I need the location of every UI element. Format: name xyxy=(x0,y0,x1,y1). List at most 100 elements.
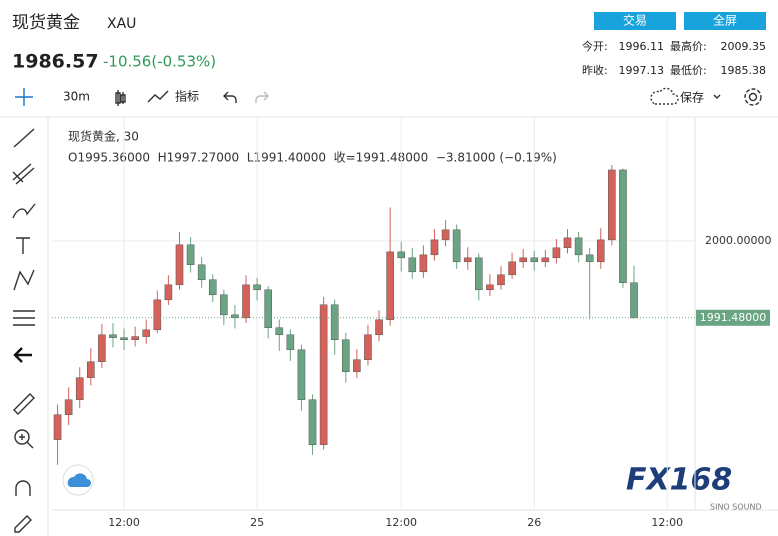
trade-button[interactable] xyxy=(594,12,676,30)
candle-body xyxy=(197,264,206,281)
candle-body xyxy=(364,334,372,360)
candle-body xyxy=(475,257,483,291)
change: -10.56(-0.53%) xyxy=(103,53,216,71)
candle-body xyxy=(142,329,151,337)
candle-body xyxy=(286,334,295,351)
save[interactable]: 保存 xyxy=(680,91,704,105)
logo-icon xyxy=(67,473,91,487)
candle-body xyxy=(441,229,450,241)
candle-body xyxy=(319,304,328,445)
candle-body xyxy=(608,169,616,241)
stat-label: 昨收: xyxy=(582,63,608,77)
candle-body xyxy=(585,254,594,263)
candle-body xyxy=(552,247,561,259)
tool-line[interactable] xyxy=(13,128,35,148)
stat-label: 最高价: xyxy=(670,39,707,53)
legend-ohlc: O1995.36000 H1997.27000 L1991.40000 收=19… xyxy=(68,151,557,165)
candle-body xyxy=(231,314,239,319)
price: 1986.57 xyxy=(12,51,99,73)
candle-body xyxy=(175,244,184,286)
tool-back[interactable] xyxy=(13,347,32,363)
candle-body xyxy=(596,239,605,263)
candle-body xyxy=(153,299,162,331)
redo-icon[interactable] xyxy=(255,91,269,103)
last-price-box xyxy=(696,309,770,326)
settings-icon-ring[interactable] xyxy=(744,88,762,106)
candle-body xyxy=(519,257,527,263)
watermark: FX168 xyxy=(626,463,732,498)
candle-body xyxy=(75,377,84,400)
settings-icon[interactable] xyxy=(748,92,758,102)
candle-body xyxy=(397,251,406,259)
candle-body xyxy=(419,254,428,273)
x-tick-label: 26 xyxy=(527,516,541,529)
undo-icon[interactable] xyxy=(223,91,237,103)
indicator-icon[interactable] xyxy=(147,90,169,103)
candle-body xyxy=(164,284,173,301)
candle-body xyxy=(452,229,461,263)
toolbar: 30m 指标 保存 xyxy=(15,87,762,106)
legend-name: 现货黄金, 30 xyxy=(68,129,139,144)
x-tick-label: 12:00 xyxy=(385,516,417,529)
stat-label: 最低价: xyxy=(670,64,707,77)
fullscreen-button[interactable] xyxy=(684,12,766,30)
stat-label: 今开: xyxy=(582,39,608,53)
cloud-icon[interactable] xyxy=(650,87,679,105)
candle-body xyxy=(64,399,73,415)
tool-pattern[interactable] xyxy=(13,269,35,291)
tool-zoom[interactable] xyxy=(14,429,30,445)
candle-icon[interactable] xyxy=(115,90,126,106)
candle-body xyxy=(53,414,62,440)
fullscreen-button-label[interactable]: 全屏 xyxy=(713,13,737,28)
candle-body xyxy=(353,359,361,372)
y-tick-label: 2000.00000 xyxy=(705,234,771,247)
stat-value: 1985.38 xyxy=(721,64,767,77)
tool-ruler[interactable] xyxy=(13,393,35,415)
candle-body xyxy=(308,399,317,445)
indicators[interactable]: 指标 xyxy=(175,89,199,104)
candle-body xyxy=(463,257,472,263)
stat-value: 1997.13 xyxy=(619,64,665,77)
candle-body xyxy=(186,244,195,266)
candle-body xyxy=(208,279,217,296)
candle-body xyxy=(131,336,139,340)
last-price-label: 1991.48000 xyxy=(700,311,766,324)
candle-body xyxy=(120,337,128,340)
tool-brush[interactable] xyxy=(12,203,36,219)
candle-body xyxy=(486,284,494,291)
candle-body xyxy=(330,304,339,340)
dropdown-icon[interactable] xyxy=(713,94,721,99)
candle-body xyxy=(574,237,583,256)
candle-body xyxy=(408,257,417,273)
candle-body xyxy=(508,261,516,276)
interval[interactable]: 30m xyxy=(63,90,90,104)
tool-zoom-plus[interactable] xyxy=(19,434,34,449)
tool-magnet[interactable] xyxy=(15,480,31,496)
x-tick-label: 12:00 xyxy=(651,516,683,529)
tool-pencil[interactable] xyxy=(14,515,32,533)
left-toolbar xyxy=(12,117,49,536)
candle-body xyxy=(98,334,106,362)
symbol: XAU xyxy=(107,16,136,32)
x-tick-label: 12:00 xyxy=(108,516,140,529)
candle-body xyxy=(619,169,627,283)
candle-body xyxy=(563,237,572,249)
title: 现货黄金 xyxy=(12,13,80,33)
tool-text[interactable] xyxy=(16,237,30,254)
tool-measure[interactable] xyxy=(13,310,35,326)
tool-fib[interactable] xyxy=(12,163,35,185)
candle-body xyxy=(530,257,539,263)
candle-body xyxy=(630,282,638,319)
stat-value: 1996.11 xyxy=(619,40,665,53)
candle-body xyxy=(341,339,350,372)
stat-value: 2009.35 xyxy=(721,40,767,53)
crosshair-icon[interactable] xyxy=(15,88,33,106)
candle-body xyxy=(297,349,306,400)
trade-button-label[interactable]: 交易 xyxy=(623,13,647,28)
candle-body xyxy=(109,334,117,339)
candle-body xyxy=(386,251,394,321)
candle-body xyxy=(253,284,261,291)
candle-body xyxy=(87,361,95,378)
